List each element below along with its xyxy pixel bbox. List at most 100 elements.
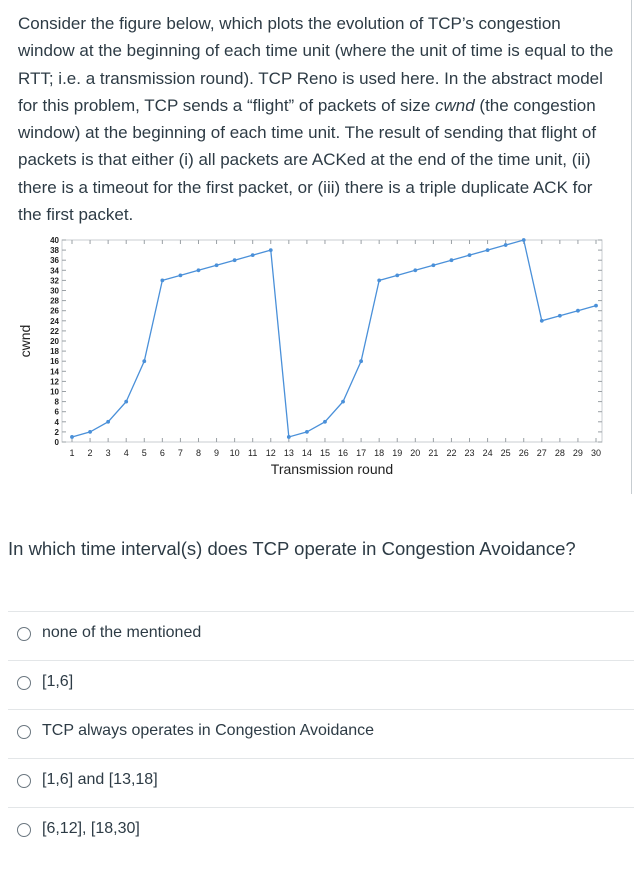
answer-option-2[interactable]: [1,6] (8, 660, 634, 709)
y-tick-label: 28 (50, 297, 59, 306)
data-point (70, 435, 74, 439)
y-tick-label: 38 (50, 246, 59, 255)
data-point (449, 258, 454, 263)
y-tick-label: 8 (55, 398, 60, 407)
data-point (214, 263, 219, 268)
answer-option-4[interactable]: [1,6] and [13,18] (8, 758, 634, 807)
data-point (142, 359, 147, 364)
y-tick-label: 24 (50, 317, 59, 326)
plot-frame (61, 239, 603, 443)
y-tick-label: 30 (50, 287, 59, 296)
x-tick-label: 22 (446, 448, 456, 458)
y-tick-label: 36 (50, 256, 59, 265)
answer-label: [1,6] (42, 673, 74, 690)
data-point (178, 273, 183, 278)
data-point (503, 243, 508, 247)
x-tick-label: 5 (142, 448, 147, 458)
answer-option-1[interactable]: none of the mentioned (8, 611, 634, 660)
answer-label: [1,6] and [13,18] (42, 771, 158, 788)
x-tick-label: 2 (88, 448, 93, 458)
y-tick-label: 18 (50, 347, 59, 356)
data-point (377, 278, 382, 283)
answer-label: [6,12], [18,30] (42, 820, 140, 837)
y-tick-label: 40 (50, 236, 59, 245)
answer-label: none of the mentioned (42, 624, 202, 641)
x-tick-label: 15 (320, 448, 330, 458)
x-tick-label: 6 (160, 448, 165, 458)
data-point (485, 248, 490, 252)
radio-button[interactable] (17, 725, 31, 739)
x-tick-label: 26 (519, 448, 529, 458)
question-text-part1: Consider the figure below, which plots t… (18, 14, 614, 115)
data-point (521, 238, 526, 242)
x-tick-label: 30 (591, 448, 601, 458)
x-tick-label: 25 (501, 448, 511, 458)
radio-button[interactable] (17, 627, 31, 641)
y-tick-label: 12 (50, 377, 59, 386)
question-prompt: In which time interval(s) does TCP opera… (8, 538, 576, 559)
x-tick-label: 18 (374, 448, 384, 458)
data-point (268, 248, 273, 252)
data-point (341, 399, 345, 404)
x-tick-label: 14 (302, 448, 312, 458)
x-axis-label: Transmission round (271, 461, 393, 477)
question-paragraph: Consider the figure below, which plots t… (18, 10, 618, 228)
x-tick-label: 29 (573, 448, 583, 458)
radio-button[interactable] (17, 774, 31, 788)
y-tick-label: 4 (55, 418, 60, 427)
radio-button[interactable] (17, 676, 31, 690)
x-tick-label: 20 (410, 448, 420, 458)
x-tick-label: 23 (465, 448, 475, 458)
data-point (196, 268, 201, 273)
data-point (467, 253, 472, 258)
y-tick-label: 14 (50, 367, 59, 376)
answer-list: none of the mentioned [1,6] TCP always o… (8, 611, 634, 856)
data-point (286, 435, 291, 439)
y-tick-label: 2 (55, 428, 60, 437)
answer-option-5[interactable]: [6,12], [18,30] (8, 807, 634, 856)
answer-option-3[interactable]: TCP always operates in Congestion Avoida… (8, 709, 634, 758)
data-point (232, 258, 237, 263)
x-tick-label: 27 (537, 448, 547, 458)
x-tick-label: 21 (428, 448, 438, 458)
data-point (413, 268, 418, 273)
cwnd-term: cwnd (435, 95, 475, 115)
x-tick-label: 8 (196, 448, 201, 458)
data-point (124, 399, 129, 404)
data-point (576, 308, 580, 313)
y-tick-label: 20 (50, 337, 59, 346)
x-tick-label: 19 (392, 448, 402, 458)
x-tick-label: 24 (483, 448, 493, 458)
y-tick-label: 16 (50, 357, 59, 366)
y-axis-label: cwnd (17, 325, 33, 358)
data-point (323, 419, 327, 424)
x-tick-label: 17 (356, 448, 366, 458)
data-point (106, 419, 111, 424)
cwnd-series-line (71, 239, 597, 438)
y-tick-label: 10 (50, 388, 59, 397)
data-point (594, 303, 598, 308)
data-point (250, 253, 255, 258)
data-point (539, 318, 544, 323)
y-tick-label: 0 (55, 438, 60, 447)
x-tick-label: 16 (338, 448, 348, 458)
x-tick-label: 3 (106, 448, 111, 458)
data-point (395, 273, 400, 278)
y-tick-label: 26 (50, 307, 59, 316)
x-tick-label: 12 (266, 448, 276, 458)
radio-button[interactable] (17, 823, 31, 837)
question-text-part2: (the congestion window) at the beginning… (18, 95, 597, 225)
x-tick-label: 1 (69, 448, 74, 458)
x-tick-label: 13 (284, 448, 294, 458)
answer-label: TCP always operates in Congestion Avoida… (42, 722, 375, 739)
x-tick-label: 7 (178, 448, 183, 458)
question-text: Consider the figure below, which plots t… (18, 10, 618, 228)
x-tick-label: 10 (230, 448, 240, 458)
y-tick-label: 32 (50, 276, 59, 285)
x-tick-label: 28 (555, 448, 565, 458)
y-tick-label: 34 (50, 266, 59, 275)
data-point (359, 359, 364, 364)
data-point (304, 430, 309, 434)
x-tick-label: 11 (248, 448, 257, 458)
y-tick-label: 22 (50, 327, 59, 336)
